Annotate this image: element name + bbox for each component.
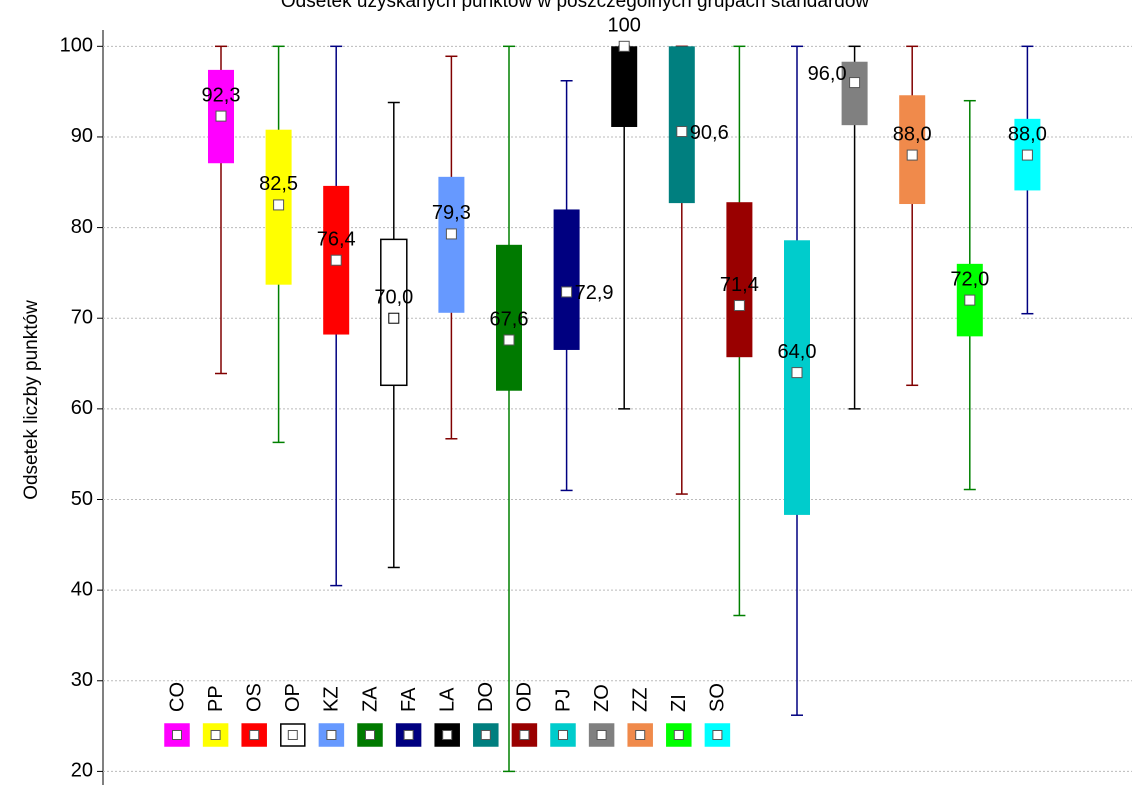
legend-label: LA [436,687,458,712]
legend-marker [480,730,491,740]
y-tick-label: 20 [71,760,93,782]
legend-marker [249,730,260,740]
chart-title: Odsetek uzyskanych punktów w poszczególn… [281,0,870,12]
legend-marker [326,730,337,740]
y-tick-label: 30 [71,669,93,691]
legend-marker [635,730,646,740]
data-label: 72,9 [575,282,614,304]
data-label: 96,0 [808,63,847,85]
legend-label: ZA [359,686,381,712]
mean-marker [388,312,400,324]
data-label: 90,6 [690,122,729,144]
data-label: 70,0 [374,287,413,309]
box [380,238,408,387]
box [553,209,580,350]
mean-marker [330,254,342,266]
legend-marker [519,730,530,740]
box [438,176,465,313]
legend-marker [172,730,182,740]
legend-label: OP [282,683,304,712]
mean-marker [676,126,688,138]
legend-label: CO [166,682,188,712]
y-tick-label: 100 [60,35,93,57]
data-label: 76,4 [317,228,356,250]
legend-marker [403,730,414,740]
data-label: 88,0 [893,123,932,145]
mean-marker [561,286,573,298]
data-label: 100 [608,15,641,37]
mean-marker [964,294,976,306]
legend-label: KZ [321,686,343,712]
legend-label: ZZ [629,688,651,712]
legend-label: DO [475,682,497,712]
legend-marker [596,730,607,740]
box [668,46,695,204]
legend-marker [287,730,298,740]
legend-marker [558,730,568,740]
y-tick-label: 40 [71,578,93,600]
box [611,46,638,127]
data-label: 67,6 [490,308,529,330]
legend-label: ZI [668,694,690,712]
mean-marker [618,40,630,52]
legend-marker [210,730,221,740]
y-tick-label: 50 [71,488,93,510]
data-label: 92,3 [202,84,241,106]
mean-marker [906,149,918,161]
box [726,202,753,358]
legend-label: SO [707,683,729,712]
legend-label: PJ [552,689,574,712]
box [496,244,522,391]
mean-marker [733,300,745,312]
legend-label: PP [205,685,227,712]
mean-marker [1021,149,1033,161]
data-label: 64,0 [778,341,817,363]
mean-marker [503,334,515,346]
y-tick-label: 90 [71,125,93,147]
y-tick-label: 60 [71,397,93,419]
legend-label: OS [243,683,265,712]
data-label: 82,5 [259,173,298,195]
data-label: 79,3 [432,202,471,224]
data-label: 88,0 [1008,123,1047,145]
legend-label: OD [514,682,536,712]
mean-marker [215,110,227,122]
legend-label: FA [398,687,420,712]
data-label: 71,4 [720,274,759,296]
legend-marker [712,730,723,740]
y-axis-label: Odsetek liczby punktów [21,300,42,500]
mean-marker [445,228,457,240]
legend-label: ZO [591,684,613,712]
y-tick-label: 70 [71,307,93,329]
data-label: 72,0 [950,268,989,290]
box [841,61,868,126]
y-tick-label: 80 [71,216,93,238]
legend-marker [442,730,453,740]
legend-marker [365,730,375,740]
legend-marker [673,730,684,740]
mean-marker [273,199,285,211]
mean-marker [791,367,803,379]
mean-marker [849,77,861,89]
